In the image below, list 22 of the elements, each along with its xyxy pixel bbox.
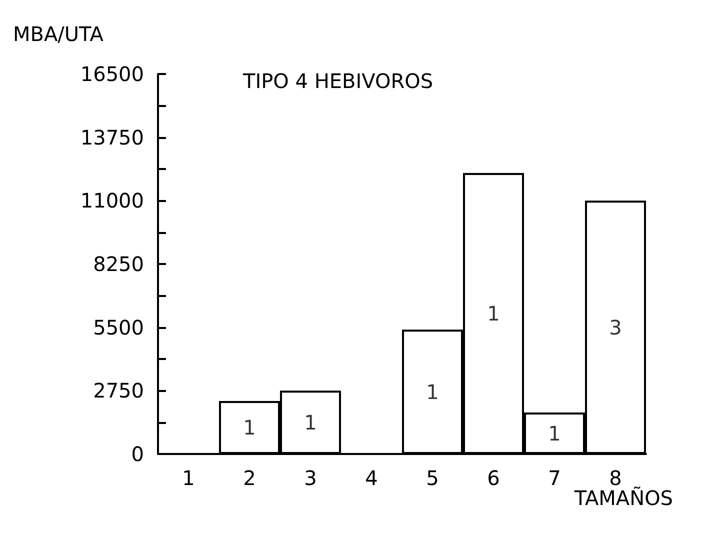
annotation: 1: [243, 416, 256, 440]
y-tick-label: 11000: [80, 188, 144, 213]
annotation: 1: [548, 421, 561, 446]
annotation: 1: [487, 302, 500, 326]
y-tick-label: 8250: [93, 252, 144, 276]
x-tick-label: 6: [487, 466, 500, 490]
y-tick-label: 5500: [93, 315, 144, 340]
x-tick-label: 7: [548, 466, 561, 490]
x-tick-label: 1: [182, 466, 195, 490]
y-tick-label: 0: [131, 442, 144, 466]
x-tick-label: 2: [243, 466, 256, 490]
x-tick-label: 5: [426, 466, 439, 490]
annotation: 1: [304, 410, 317, 434]
annotation: 1: [426, 380, 439, 404]
annotation: 3: [609, 315, 622, 340]
y-tick-label: 16500: [80, 62, 144, 86]
x-tick-label: 3: [304, 466, 317, 490]
x-tick-label: 4: [365, 466, 378, 490]
y-tick-label: 2750: [93, 378, 144, 403]
y-axis-title: MBA/UTA: [13, 22, 104, 46]
y-tick-label: 13750: [80, 125, 144, 150]
chart-title: TIPO 4 HEBIVOROS: [242, 69, 434, 93]
